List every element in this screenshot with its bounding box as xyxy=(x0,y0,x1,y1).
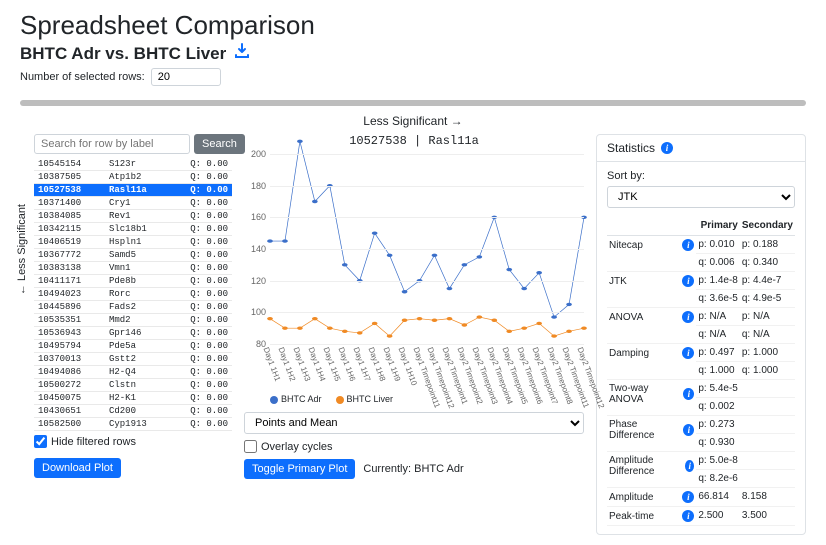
stats-row: Dampingip: 0.497p: 1.000 xyxy=(607,344,795,362)
currently-label: Currently: BHTC Adr xyxy=(363,463,463,475)
table-row[interactable]: 10411171Pde8bQ: 0.00 xyxy=(34,275,232,288)
y-axis-label: 140 xyxy=(251,244,266,254)
hide-filtered-label[interactable]: Hide filtered rows xyxy=(51,436,136,448)
info-icon[interactable]: i xyxy=(683,424,694,436)
info-icon[interactable]: i xyxy=(682,510,694,522)
table-row[interactable]: 10582500Cyp1913Q: 0.00 xyxy=(34,418,232,431)
table-row[interactable]: 10445896Fads2Q: 0.00 xyxy=(34,301,232,314)
stats-row: Nitecapip: 0.010p: 0.188 xyxy=(607,236,795,254)
stats-row: Two-way ANOVAip: 5.4e-5 xyxy=(607,380,795,398)
table-row[interactable]: 10371400Cry1Q: 0.00 xyxy=(34,197,232,210)
table-row[interactable]: 10342115Slc18b1Q: 0.00 xyxy=(34,223,232,236)
table-row[interactable]: 10387505Atp1b2Q: 0.00 xyxy=(34,171,232,184)
mode-select[interactable]: Points and Mean xyxy=(244,412,584,434)
chart: Day1 1H1Day1 1H2Day1 1H3Day1 1H4Day1 1H5… xyxy=(270,154,584,344)
subtitle: BHTC Adr vs. BHTC Liver xyxy=(20,44,226,64)
search-input[interactable] xyxy=(34,134,190,154)
info-icon[interactable]: i xyxy=(682,491,694,503)
table-row[interactable]: 10450075H2-K1Q: 0.00 xyxy=(34,392,232,405)
chart-title: 10527538 | Rasl11a xyxy=(244,134,584,148)
stats-row: Peak-timei2.5003.500 xyxy=(607,507,795,526)
legend-item: BHTC Adr xyxy=(270,394,322,404)
y-axis-label: 120 xyxy=(251,276,266,286)
stats-table: PrimarySecondary Nitecapip: 0.010p: 0.18… xyxy=(607,216,795,526)
page-title: Spreadsheet Comparison xyxy=(20,10,806,41)
info-icon[interactable]: i xyxy=(661,142,673,154)
table-row[interactable]: 10383138Vmn1Q: 0.00 xyxy=(34,262,232,275)
table-row[interactable]: 10370013Gstt2Q: 0.00 xyxy=(34,353,232,366)
search-button[interactable]: Search xyxy=(194,134,245,154)
num-rows-input[interactable] xyxy=(151,68,221,86)
table-row[interactable]: 10500272ClstnQ: 0.00 xyxy=(34,379,232,392)
info-icon[interactable]: i xyxy=(682,311,694,323)
less-significant-h[interactable]: Less Significant → xyxy=(20,114,806,128)
less-significant-v[interactable]: ← Less Significant xyxy=(16,204,28,295)
stats-row: JTKip: 1.4e-8p: 4.4e-7 xyxy=(607,272,795,290)
sort-label: Sort by: xyxy=(607,170,795,182)
table-row[interactable]: 10494023RorcQ: 0.00 xyxy=(34,288,232,301)
y-axis-label: 200 xyxy=(251,149,266,159)
stats-row: Amplitudei66.8148.158 xyxy=(607,488,795,507)
table-row[interactable]: 10367772Samd5Q: 0.00 xyxy=(34,249,232,262)
legend-item: BHTC Liver xyxy=(336,394,394,404)
download-icon[interactable] xyxy=(234,43,250,64)
y-axis-label: 100 xyxy=(251,307,266,317)
info-icon[interactable]: i xyxy=(685,460,694,472)
table-row[interactable]: 10495794Pde5aQ: 0.00 xyxy=(34,340,232,353)
table-row[interactable]: 10494086H2-Q4Q: 0.00 xyxy=(34,366,232,379)
toggle-primary-button[interactable]: Toggle Primary Plot xyxy=(244,459,355,479)
gene-table: 10545154S123rQ: 0.0010387505Atp1b2Q: 0.0… xyxy=(34,158,232,431)
hide-filtered-checkbox[interactable] xyxy=(34,435,47,448)
table-row[interactable]: 10545154S123rQ: 0.00 xyxy=(34,158,232,171)
stats-row: Phase Differenceip: 0.273 xyxy=(607,416,795,434)
table-row[interactable]: 10384085Rev1Q: 0.00 xyxy=(34,210,232,223)
stats-panel: Statistics i Sort by: JTK PrimarySeconda… xyxy=(596,134,806,535)
table-row[interactable]: 10430651Cd200Q: 0.00 xyxy=(34,405,232,418)
overlay-checkbox[interactable] xyxy=(244,440,257,453)
table-row[interactable]: 10535351Mmd2Q: 0.00 xyxy=(34,314,232,327)
stats-heading: Statistics xyxy=(607,141,655,155)
y-axis-label: 180 xyxy=(251,181,266,191)
stats-row: ANOVAip: N/Ap: N/A xyxy=(607,308,795,326)
info-icon[interactable]: i xyxy=(682,239,694,251)
info-icon[interactable]: i xyxy=(682,275,694,287)
table-row[interactable]: 10406519Hspln1Q: 0.00 xyxy=(34,236,232,249)
num-rows-label: Number of selected rows: xyxy=(20,71,145,83)
download-plot-button[interactable]: Download Plot xyxy=(34,458,121,478)
table-row[interactable]: 10527538Rasl11aQ: 0.00 xyxy=(34,184,232,197)
y-axis-label: 160 xyxy=(251,212,266,222)
sort-select[interactable]: JTK xyxy=(607,186,795,208)
info-icon[interactable]: i xyxy=(682,347,694,359)
table-row[interactable]: 10536943Gpr146Q: 0.00 xyxy=(34,327,232,340)
y-axis-label: 80 xyxy=(256,339,266,349)
overlay-label[interactable]: Overlay cycles xyxy=(261,441,333,453)
divider xyxy=(20,100,806,106)
info-icon[interactable]: i xyxy=(683,388,694,400)
stats-row: Amplitude Differenceip: 5.0e-8 xyxy=(607,452,795,470)
